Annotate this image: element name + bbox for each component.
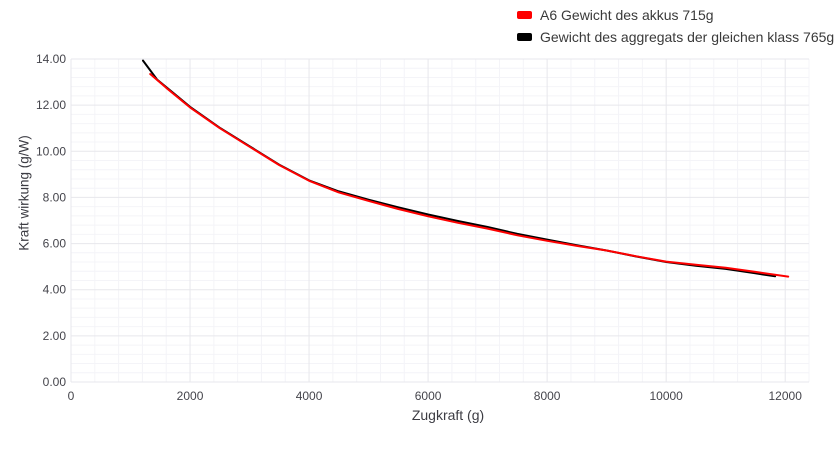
y-axis-title: Kraft wirkung (g/W) <box>16 135 32 251</box>
y-tick-label: 10.00 <box>36 144 66 158</box>
series-line-0 <box>149 73 790 278</box>
y-tick-label: 14.00 <box>36 52 66 66</box>
legend-item-akku[interactable]: A6 Gewicht des akkus 715g <box>517 7 834 23</box>
legend: A6 Gewicht des akkus 715g Gewicht des ag… <box>517 7 834 45</box>
x-tick-label: 12000 <box>769 389 803 403</box>
x-tick-label: 8000 <box>534 389 561 403</box>
x-axis-title: Zugkraft (g) <box>411 407 485 423</box>
y-tick-label: 8.00 <box>43 190 67 204</box>
legend-label-akku: A6 Gewicht des akkus 715g <box>540 7 714 23</box>
x-tick-label: 2000 <box>177 389 204 403</box>
y-tick-label: 6.00 <box>43 237 67 251</box>
legend-swatch-black-icon <box>517 33 532 41</box>
y-tick-label: 0.00 <box>43 375 67 389</box>
y-tick-label: 2.00 <box>43 329 67 343</box>
legend-label-aggregat: Gewicht des aggregats der gleichen klass… <box>540 29 835 45</box>
y-tick-label: 4.00 <box>43 283 67 297</box>
legend-swatch-red-icon <box>517 11 532 19</box>
legend-item-aggregat[interactable]: Gewicht des aggregats der gleichen klass… <box>517 29 834 45</box>
x-tick-label: 6000 <box>415 389 442 403</box>
x-tick-label: 0 <box>68 389 75 403</box>
x-tick-label: 4000 <box>296 389 323 403</box>
y-tick-label: 12.00 <box>36 98 66 112</box>
x-tick-label: 10000 <box>649 389 683 403</box>
